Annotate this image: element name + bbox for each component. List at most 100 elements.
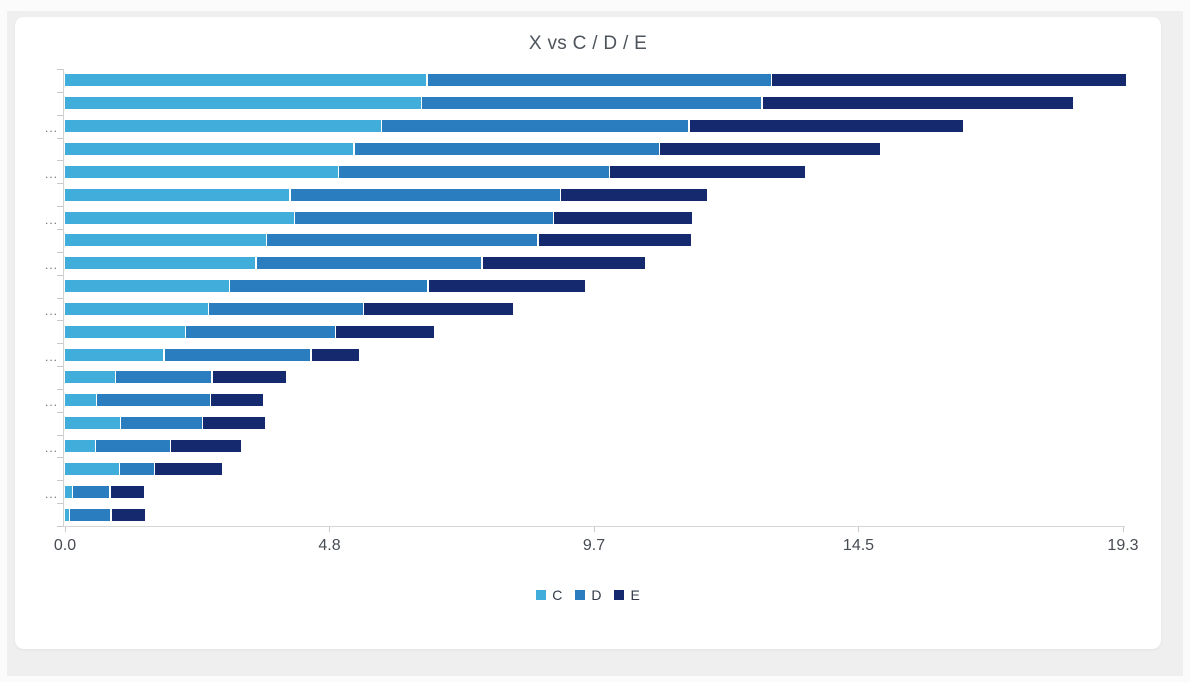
bar-segment-C[interactable]	[65, 302, 208, 315]
y-tick	[57, 526, 63, 527]
y-tick	[57, 411, 63, 413]
bar-segment-D[interactable]	[164, 348, 311, 361]
bar-segment-D[interactable]	[186, 325, 335, 338]
bar-segment-D[interactable]	[427, 74, 771, 87]
bar-row	[65, 302, 1123, 315]
bar-segment-D[interactable]	[96, 440, 170, 453]
bar-segment-D[interactable]	[70, 508, 111, 521]
bar-row	[65, 120, 1123, 133]
bar-segment-E[interactable]	[538, 234, 692, 247]
y-tick	[57, 137, 63, 139]
x-tick	[858, 527, 859, 532]
bar-segment-C[interactable]	[65, 440, 95, 453]
legend: C D E	[15, 587, 1161, 603]
y-tick	[57, 91, 63, 93]
y-tick	[57, 480, 63, 482]
bar-segment-D[interactable]	[256, 257, 482, 270]
bar-segment-C[interactable]	[65, 325, 185, 338]
bar-segment-E[interactable]	[110, 485, 144, 498]
x-tick-label: 19.3	[1107, 537, 1139, 554]
legend-swatch-icon	[536, 590, 547, 600]
y-tick	[57, 206, 63, 208]
bar-row	[65, 234, 1123, 247]
bar-segment-E[interactable]	[212, 371, 286, 384]
bar-segment-E[interactable]	[203, 417, 266, 430]
bar-segment-C[interactable]	[65, 142, 354, 155]
bar-segment-C[interactable]	[65, 348, 164, 361]
bar-segment-D[interactable]	[121, 417, 202, 430]
bar-segment-D[interactable]	[73, 485, 110, 498]
bar-segment-C[interactable]	[65, 74, 427, 87]
bar-row	[65, 280, 1123, 293]
bar-segment-E[interactable]	[689, 120, 963, 133]
legend-swatch-icon	[614, 590, 625, 600]
bar-segment-D[interactable]	[230, 280, 428, 293]
y-tick	[57, 434, 63, 436]
bar-segment-D[interactable]	[354, 142, 659, 155]
bar-segment-C[interactable]	[65, 120, 381, 133]
y-tick	[57, 228, 63, 230]
bar-row	[65, 394, 1123, 407]
bar-segment-D[interactable]	[120, 462, 154, 475]
bar-segment-C[interactable]	[65, 462, 119, 475]
bar-segment-E[interactable]	[364, 302, 514, 315]
bar-segment-D[interactable]	[422, 97, 762, 110]
y-category-label: ...	[44, 395, 58, 410]
bar-row	[65, 485, 1123, 498]
y-category-label: ...	[44, 258, 58, 273]
bar-segment-E[interactable]	[155, 462, 223, 475]
bar-segment-C[interactable]	[65, 485, 72, 498]
bar-segment-D[interactable]	[290, 188, 560, 201]
legend-item-E[interactable]: E	[614, 587, 640, 603]
legend-label: D	[591, 587, 602, 603]
bar-segment-E[interactable]	[772, 74, 1126, 87]
bar-segment-E[interactable]	[336, 325, 435, 338]
bar-segment-D[interactable]	[295, 211, 553, 224]
bar-segment-E[interactable]	[311, 348, 359, 361]
bar-segment-C[interactable]	[65, 371, 115, 384]
y-tick	[57, 388, 63, 390]
bar-segment-C[interactable]	[65, 417, 120, 430]
x-tick	[593, 527, 595, 532]
bar-row	[65, 325, 1123, 338]
y-category-label: ...	[44, 212, 58, 227]
y-category-label: ...	[44, 303, 58, 318]
bar-segment-E[interactable]	[482, 257, 646, 270]
bar-segment-E[interactable]	[660, 142, 881, 155]
x-tick-label: 9.7	[582, 537, 606, 554]
bar-segment-C[interactable]	[65, 394, 96, 407]
bar-segment-E[interactable]	[554, 211, 693, 224]
legend-item-C[interactable]: C	[536, 587, 562, 603]
bar-row	[65, 508, 1123, 521]
bar-segment-E[interactable]	[428, 280, 585, 293]
y-tick	[57, 274, 63, 276]
bar-segment-C[interactable]	[65, 211, 294, 224]
bar-segment-D[interactable]	[267, 234, 538, 247]
bar-segment-C[interactable]	[65, 97, 421, 110]
bar-segment-D[interactable]	[97, 394, 210, 407]
legend-item-D[interactable]: D	[575, 587, 601, 603]
bar-segment-E[interactable]	[211, 394, 263, 407]
bar-segment-D[interactable]	[209, 302, 363, 315]
bar-segment-D[interactable]	[116, 371, 212, 384]
legend-swatch-icon	[575, 590, 586, 600]
y-tick	[57, 160, 63, 162]
bar-segment-C[interactable]	[65, 280, 229, 293]
bar-segment-C[interactable]	[65, 508, 69, 521]
x-tick-label: 14.5	[842, 537, 875, 554]
bar-segment-E[interactable]	[561, 188, 707, 201]
bar-segment-C[interactable]	[65, 188, 290, 201]
bar-segment-E[interactable]	[111, 508, 146, 521]
y-tick	[57, 69, 63, 70]
y-tick	[57, 366, 63, 368]
bar-row	[65, 371, 1123, 384]
bar-segment-C[interactable]	[65, 165, 338, 178]
bar-segment-D[interactable]	[339, 165, 609, 178]
bar-segment-E[interactable]	[610, 165, 806, 178]
bar-segment-E[interactable]	[171, 440, 241, 453]
bar-segment-C[interactable]	[65, 257, 256, 270]
y-category-label: ...	[44, 486, 58, 501]
bar-segment-E[interactable]	[762, 97, 1074, 110]
bar-segment-D[interactable]	[382, 120, 689, 133]
bar-segment-C[interactable]	[65, 234, 266, 247]
